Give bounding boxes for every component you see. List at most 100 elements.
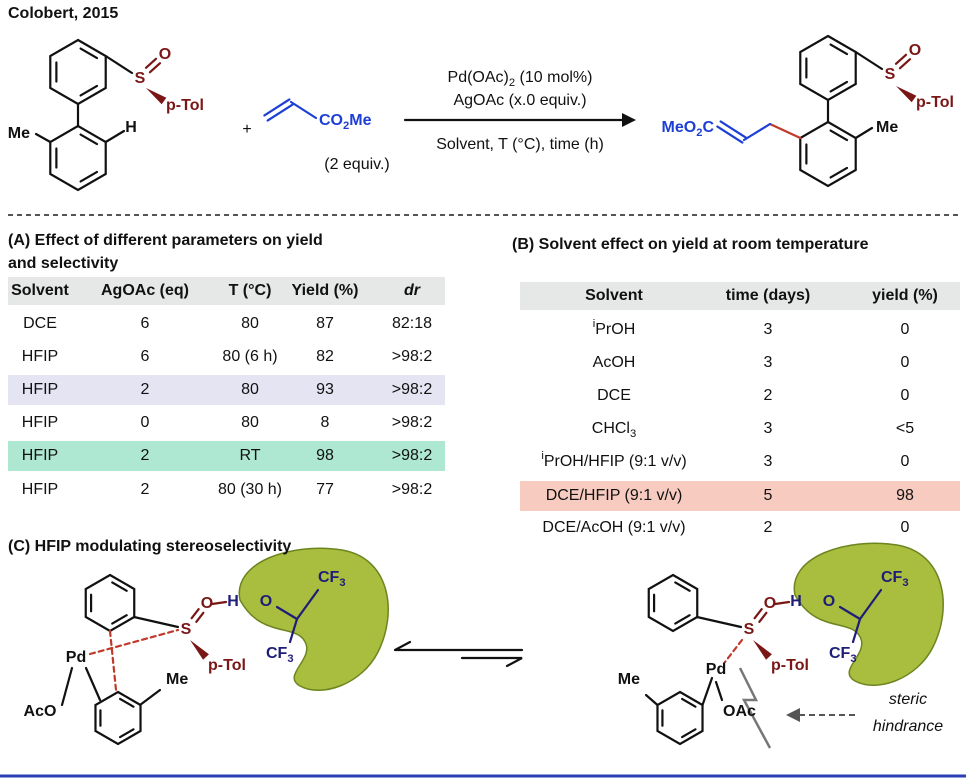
column-header: yield (%) bbox=[872, 287, 938, 304]
text-part: CF bbox=[829, 645, 851, 662]
bond bbox=[719, 120, 747, 139]
atom: S bbox=[744, 621, 755, 638]
bond bbox=[854, 50, 884, 71]
plus: + bbox=[242, 121, 251, 138]
bond bbox=[79, 170, 99, 183]
bond bbox=[79, 133, 99, 146]
table-cell: 3 bbox=[764, 354, 773, 371]
table-cell: DCE bbox=[597, 387, 631, 404]
bond bbox=[894, 53, 908, 65]
table-cell: 2 bbox=[764, 387, 773, 404]
atom: O bbox=[764, 595, 776, 612]
atom: S bbox=[885, 66, 896, 83]
table-cell: >98:2 bbox=[392, 414, 433, 431]
table-cell: 0 bbox=[901, 321, 910, 338]
bond bbox=[681, 728, 697, 739]
column-header: Solvent bbox=[585, 287, 643, 304]
atom: S bbox=[135, 70, 146, 87]
hfip-blob bbox=[793, 542, 944, 686]
text-part: i bbox=[593, 318, 596, 330]
ring bbox=[656, 690, 704, 746]
bond bbox=[60, 666, 74, 707]
text-part: (10 mol%) bbox=[515, 69, 592, 86]
bond bbox=[289, 100, 318, 120]
equilibrium-arrow bbox=[460, 656, 523, 668]
table-cell: >98:2 bbox=[392, 381, 433, 398]
section-title: (C) HFIP modulating stereoselectivity bbox=[8, 538, 291, 555]
bond bbox=[829, 80, 849, 93]
text-part: Me bbox=[349, 112, 371, 129]
header-bg bbox=[520, 282, 960, 310]
bond bbox=[753, 608, 763, 620]
ring bbox=[49, 124, 107, 192]
atom: Me bbox=[166, 671, 188, 688]
table-cell: 0 bbox=[901, 453, 910, 470]
ring bbox=[94, 690, 142, 746]
atom: O bbox=[823, 593, 835, 610]
wedge-bond bbox=[190, 640, 209, 660]
bond bbox=[716, 125, 744, 144]
wedge-bond bbox=[896, 86, 917, 103]
section-title: (B) Solvent effect on yield at room temp… bbox=[512, 236, 869, 253]
table-cell: 77 bbox=[316, 481, 334, 498]
table-cell: HFIP bbox=[22, 481, 58, 498]
column-header: AgOAc (eq) bbox=[101, 282, 189, 299]
bond bbox=[714, 680, 724, 702]
text-part: C bbox=[702, 119, 714, 136]
atom: H bbox=[125, 119, 137, 136]
atom: p-Tol bbox=[166, 97, 204, 114]
bond bbox=[742, 122, 772, 142]
bond bbox=[829, 43, 849, 56]
table-cell: 80 bbox=[241, 315, 259, 332]
bond bbox=[195, 611, 205, 623]
bond bbox=[295, 588, 320, 621]
column-header: Solvent bbox=[11, 282, 69, 299]
table-cell: 80 (6 h) bbox=[222, 348, 277, 365]
table-cell: 3 bbox=[764, 453, 773, 470]
table-cell: DCE/AcOH (9:1 v/v) bbox=[542, 519, 685, 536]
column-header: T (°C) bbox=[229, 282, 272, 299]
table-cell: HFIP bbox=[22, 414, 58, 431]
text-part: 2 bbox=[509, 77, 515, 89]
table-cell: 82 bbox=[316, 348, 334, 365]
header-bg bbox=[8, 277, 445, 305]
column-header: time (days) bbox=[726, 287, 810, 304]
bond bbox=[701, 676, 714, 707]
table-cell: 2 bbox=[141, 447, 150, 464]
condition: Solvent, T (°C), time (h) bbox=[436, 136, 604, 153]
bond bbox=[758, 611, 768, 623]
bond bbox=[210, 600, 228, 606]
atom: AcO bbox=[24, 703, 57, 720]
bond bbox=[138, 688, 162, 707]
table-cell: iPrOH bbox=[593, 318, 636, 338]
table-cell: 6 bbox=[141, 348, 150, 365]
ring bbox=[49, 38, 107, 106]
bond bbox=[111, 581, 128, 592]
table-cell: 0 bbox=[901, 354, 910, 371]
bond bbox=[79, 47, 99, 60]
bond bbox=[829, 166, 849, 179]
section-title: (A) Effect of different parameters on yi… bbox=[8, 232, 323, 249]
bond bbox=[829, 129, 849, 142]
table-cell: HFIP bbox=[22, 381, 58, 398]
table-cell: 6 bbox=[141, 315, 150, 332]
table-cell: RT bbox=[239, 447, 260, 464]
bond bbox=[104, 129, 126, 144]
bond bbox=[84, 666, 102, 702]
product-ester: MeO2C bbox=[662, 119, 715, 139]
text-part: CF bbox=[881, 569, 903, 586]
title: Colobert, 2015 bbox=[8, 5, 118, 22]
bond bbox=[898, 58, 912, 70]
atom: Pd bbox=[706, 661, 726, 678]
bond bbox=[266, 103, 294, 122]
bond bbox=[695, 615, 743, 629]
table-cell: 3 bbox=[764, 321, 773, 338]
table-cell: <5 bbox=[896, 420, 914, 437]
column-header: dr bbox=[404, 282, 421, 299]
text-part: CHCl bbox=[592, 420, 630, 437]
ring bbox=[799, 120, 857, 188]
bond bbox=[108, 629, 118, 692]
section-title: and selectivity bbox=[8, 255, 118, 272]
bond bbox=[34, 132, 52, 144]
